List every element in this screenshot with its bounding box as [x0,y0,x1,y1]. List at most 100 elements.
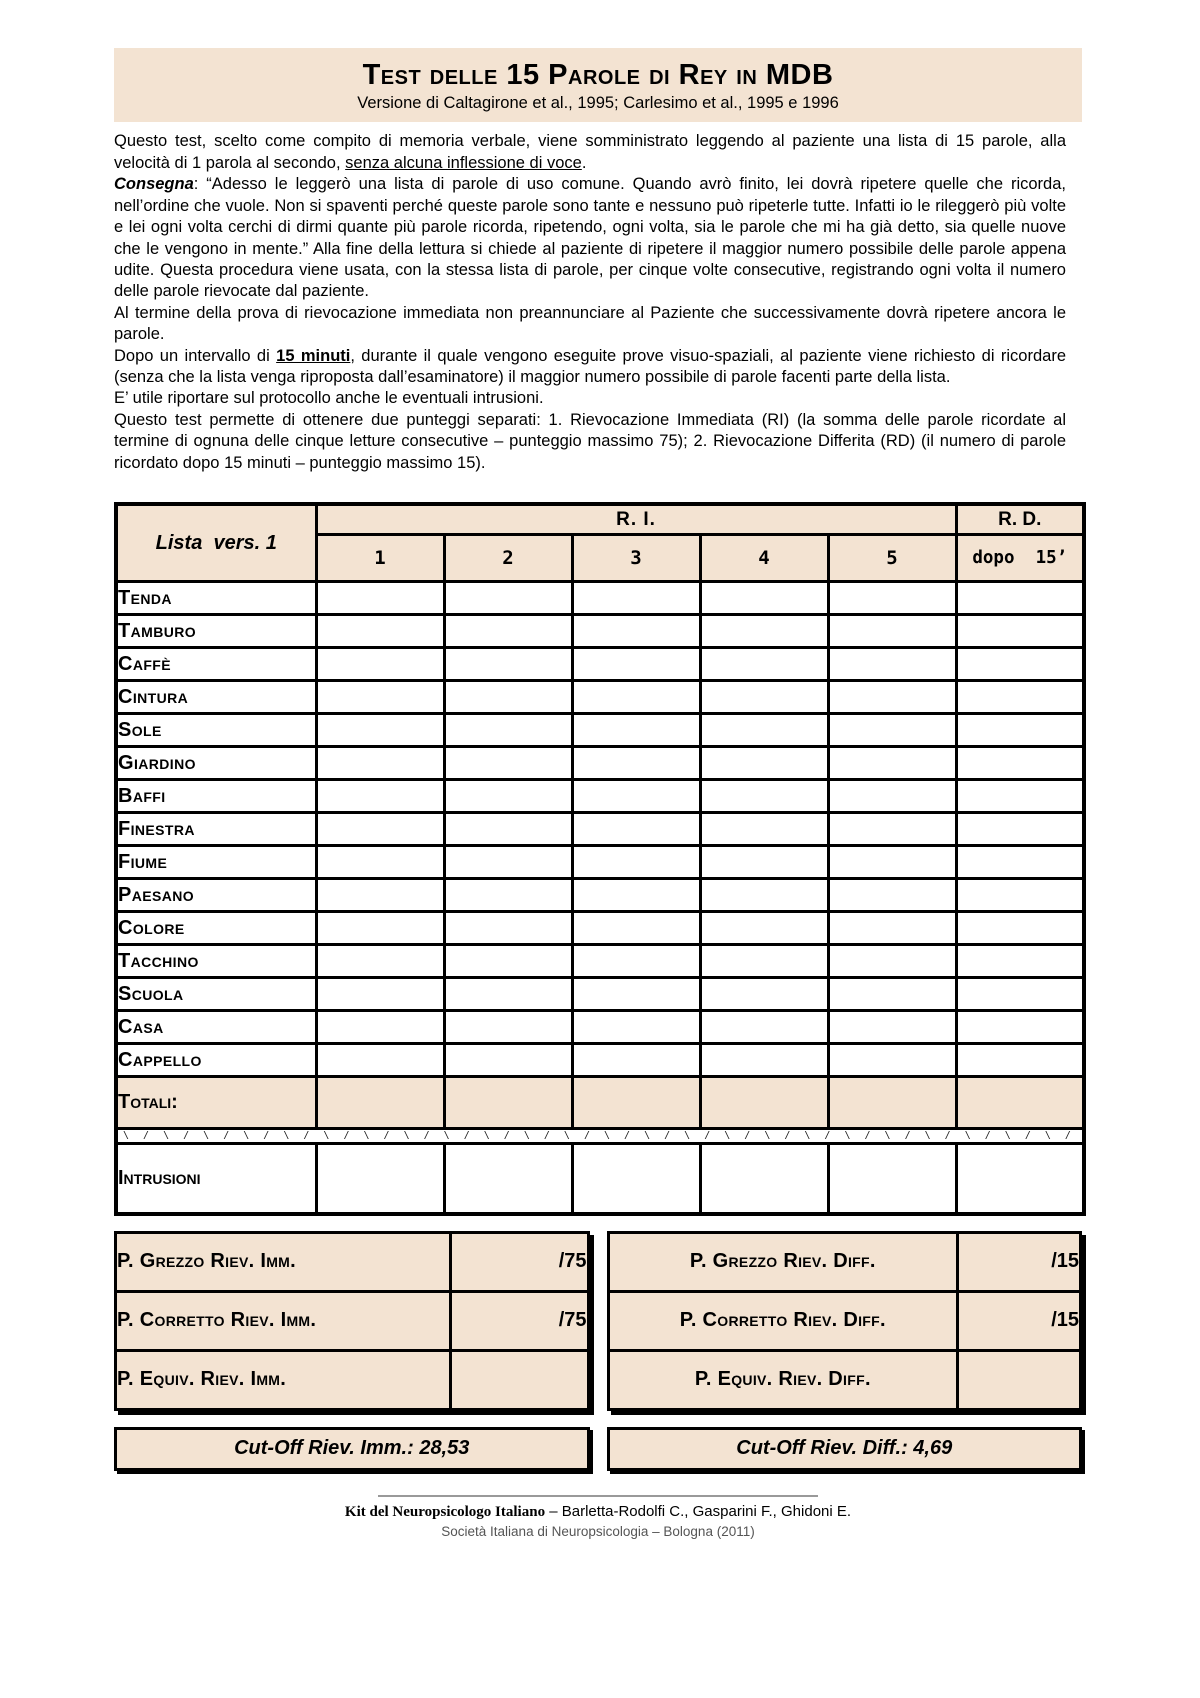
recall-cell [442,910,574,947]
instructions-text: Questo test, scelto come compito di memo… [114,131,1082,474]
recall-cell [314,613,446,650]
word-row: Tacchino [114,943,1086,980]
recall-cell [570,745,702,782]
footer-credit: Kit del Neuropsicologo Italiano – Barlet… [114,1503,1082,1521]
trial-3-header: 3 [570,533,702,584]
recall-cell [954,646,1086,683]
raw-immediate-max: /75 [449,1230,590,1293]
recall-cell [314,1009,446,1046]
intrusion-cell [826,1142,958,1216]
word-row: Tamburo [114,613,1086,650]
recall-cell [442,679,574,716]
word-row: Sole [114,712,1086,749]
trial-2-header: 2 [442,533,574,584]
equivalent-immediate-label: P. Equiv. Riev. Imm. [113,1348,453,1411]
recall-cell [442,811,574,848]
word-label: Baffi [114,778,318,815]
footer-authors: – Barletta-Rodolfi C., Gasparini F., Ghi… [549,1502,852,1520]
total-cell [442,1075,574,1131]
recall-cell [826,712,958,749]
word-label: Colore [114,910,318,947]
word-label: Fiume [114,844,318,881]
intrusion-cell [442,1142,574,1216]
paragraph-no-preannounce: Al termine della prova di rievocazione i… [114,303,1066,344]
trial-5-header: 5 [826,533,958,584]
recall-cell [570,1009,702,1046]
total-cell [314,1075,446,1131]
paragraph-text: Questo test, scelto come compito di memo… [114,132,1066,172]
footer-divider [378,1494,818,1497]
raw-delayed-label: P. Grezzo Riev. Diff. [606,1230,960,1293]
word-label: Tenda [114,580,318,617]
recall-cell [698,778,830,815]
recall-cell [442,580,574,617]
recall-cell [442,712,574,749]
word-label: Caffè [114,646,318,683]
recall-cell [826,811,958,848]
recall-cell [826,1009,958,1046]
intrusion-cell [570,1142,702,1216]
raw-immediate-label: P. Grezzo Riev. Imm. [113,1230,453,1293]
word-row: Finestra [114,811,1086,848]
recall-cell [314,844,446,881]
title-block: Test delle 15 Parole di Rey in MDB Versi… [114,48,1082,123]
recall-cell [698,910,830,947]
recall-cell [826,877,958,914]
word-row: Cintura [114,679,1086,716]
paragraph-text: : “Adesso le leggerò una lista di parole… [114,175,1066,301]
tear-pattern: \ / \ / \ / \ / \ / \ / \ / \ / \ / \ / … [123,1130,1082,1142]
corrected-immediate-max: /75 [449,1289,590,1352]
recall-cell [698,976,830,1013]
score-boxes: P. Grezzo Riev. Imm. /75 P. Corretto Rie… [113,1230,1082,1411]
recall-cell [826,679,958,716]
intrusion-cell [698,1142,830,1216]
recall-cell [314,943,446,980]
tear-divider: \ / \ / \ / \ / \ / \ / \ / \ / \ / \ / … [114,1127,1086,1146]
word-row: Paesano [114,877,1086,914]
recall-cell [314,910,446,947]
recall-cell [570,976,702,1013]
word-row: Tenda [114,580,1086,617]
recall-cell [314,646,446,683]
recall-cell [442,1042,574,1079]
cutoff-immediate: Cut-Off Riev. Imm.: 28,53 [114,1426,590,1471]
recall-cell [826,1042,958,1079]
page-subtitle: Versione di Caltagirone et al., 1995; Ca… [357,94,839,113]
recall-cell [442,844,574,881]
recall-cell [826,943,958,980]
recall-cell [698,679,830,716]
recall-cell [570,613,702,650]
recall-cell [954,1042,1086,1079]
word-row: Baffi [114,778,1086,815]
score-row: P. Equiv. Riev. Imm. [113,1348,590,1411]
paragraph-text: Dopo un intervallo di [114,346,277,365]
word-label: Tacchino [114,943,318,980]
kit-title: Kit del Neuropsicologo Italiano [344,1503,546,1520]
recall-cell [698,646,830,683]
recall-cell [826,745,958,782]
total-cell [826,1075,958,1131]
recall-cell [954,877,1086,914]
trial-4-header: 4 [698,533,830,584]
recall-cell [442,877,574,914]
recall-cell [698,877,830,914]
trial-1-header: 1 [314,533,446,584]
recall-cell [314,712,446,749]
recall-cell [314,679,446,716]
recall-cell [314,976,446,1013]
recall-cell [570,943,702,980]
word-row: Casa [114,1009,1086,1046]
score-row: P. Equiv. Riev. Diff. [606,1348,1082,1411]
recall-cell [826,778,958,815]
recall-cell [826,646,958,683]
recall-cell [570,712,702,749]
recall-cell [698,580,830,617]
score-row: P. Grezzo Riev. Imm. /75 [113,1230,590,1293]
page-title: Test delle 15 Parole di Rey in MDB [362,59,834,91]
recall-cell [826,976,958,1013]
immediate-recall-header: R. I. [314,502,958,537]
recall-cell [442,1009,574,1046]
equivalent-delayed-value [956,1348,1082,1411]
totals-label: Totali: [114,1075,318,1131]
word-label: Sole [114,712,318,749]
